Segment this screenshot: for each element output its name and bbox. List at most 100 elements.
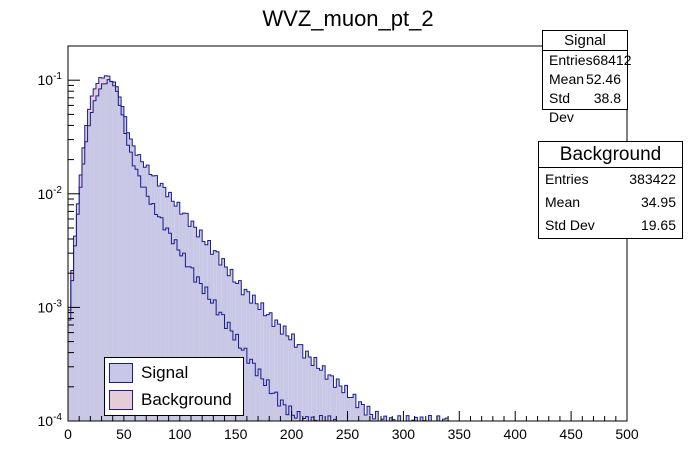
- signal-bar: [316, 368, 320, 421]
- signal-bar: [353, 394, 356, 421]
- signal-bar: [361, 404, 365, 421]
- signal-stats-title: Signal: [543, 31, 627, 51]
- signal-bar: [163, 187, 166, 421]
- signal-bar: [177, 202, 180, 421]
- signal-bar: [347, 397, 351, 421]
- signal-bar: [375, 411, 379, 421]
- signal-bar: [330, 375, 334, 421]
- signal-bar: [188, 226, 191, 421]
- signal-stats-entries: Entries 68412: [543, 51, 632, 70]
- signal-bar: [350, 397, 354, 421]
- signal-bar: [246, 291, 250, 421]
- legend-item-signal: Signal: [109, 362, 188, 384]
- x-tick-label-300: 300: [392, 426, 416, 442]
- signal-bar: [291, 334, 295, 421]
- signal-bar: [367, 406, 370, 421]
- signal-bar: [272, 326, 275, 421]
- x-tick-label-50: 50: [116, 426, 132, 442]
- signal-bar: [135, 155, 138, 422]
- signal-bar: [341, 392, 345, 421]
- entries-value: 68412: [592, 52, 632, 68]
- signal-bar: [140, 161, 144, 422]
- signal-bars: [68, 79, 449, 422]
- signal-bar: [224, 266, 228, 421]
- stddev-value: 38.8: [593, 90, 621, 106]
- x-axis: 0 50 100 150 200 250 300 350 400 450 500: [64, 411, 639, 442]
- signal-bar: [372, 418, 376, 421]
- signal-bar: [266, 314, 270, 421]
- signal-bar: [137, 154, 141, 421]
- signal-bar: [333, 387, 337, 421]
- signal-bar: [81, 163, 85, 421]
- signal-bar: [263, 315, 267, 421]
- entries-label: Entries: [549, 52, 593, 68]
- signal-bar: [132, 145, 136, 421]
- legend-label-signal: Signal: [141, 363, 189, 382]
- y-tick-label: 10-1: [38, 71, 63, 88]
- x-tick-label-150: 150: [224, 426, 248, 442]
- signal-bar: [288, 339, 292, 421]
- legend-item-background: Background: [109, 389, 232, 411]
- entries-value: 383422: [629, 171, 676, 187]
- signal-bar: [95, 95, 99, 422]
- y-tick-label: 10-3: [38, 298, 63, 315]
- signal-bar: [302, 357, 306, 421]
- signal-bar: [325, 379, 328, 421]
- signal-bar: [157, 186, 161, 421]
- x-tick-label-500: 500: [615, 426, 639, 442]
- signal-bar: [165, 196, 169, 421]
- y-axis: 10-4 10-3 10-2 10-1: [38, 45, 80, 429]
- signal-bar: [207, 240, 211, 421]
- signal-bar: [143, 167, 147, 421]
- signal-bar: [364, 415, 368, 421]
- signal-bar: [319, 370, 323, 421]
- signal-bar: [339, 385, 342, 421]
- signal-bar: [151, 175, 155, 421]
- x-tick-label-200: 200: [280, 426, 304, 442]
- signal-bar: [445, 418, 449, 421]
- signal-bar: [221, 258, 225, 421]
- signal-bar: [283, 326, 287, 421]
- signal-bar: [185, 213, 189, 421]
- signal-bar: [174, 206, 177, 421]
- signal-bar: [280, 334, 284, 421]
- signal-bar: [406, 415, 409, 421]
- signal-bar: [73, 245, 77, 421]
- signal-bar: [84, 141, 88, 421]
- signal-bar: [199, 230, 203, 421]
- signal-bar: [121, 106, 124, 421]
- signal-bar: [76, 214, 80, 421]
- signal-bar: [274, 319, 278, 421]
- signal-bar: [193, 227, 197, 421]
- stddev-value: 19.65: [640, 217, 676, 233]
- legend-label-background: Background: [141, 390, 232, 409]
- signal-bar: [213, 250, 217, 421]
- signal-bar: [202, 241, 205, 421]
- signal-bar: [179, 214, 183, 421]
- x-tick-label-100: 100: [168, 426, 192, 442]
- signal-bar: [90, 112, 94, 421]
- signal-bar: [369, 414, 373, 421]
- signal-bar: [210, 254, 214, 421]
- x-tick-label-250: 250: [336, 426, 360, 442]
- background-stats-entries: Entries 383422: [539, 168, 682, 191]
- mean-value: 34.95: [640, 194, 676, 210]
- signal-bar: [68, 320, 71, 421]
- signal-bar: [269, 312, 273, 421]
- signal-bar: [389, 417, 393, 421]
- signal-bar: [146, 165, 150, 421]
- signal-bar: [204, 244, 208, 421]
- signal-bar: [244, 289, 247, 421]
- y-tick-label: 10-2: [38, 185, 63, 202]
- legend-swatch-background: [109, 390, 133, 410]
- signal-bar: [255, 303, 259, 421]
- signal-bar: [227, 275, 231, 421]
- y-tick-label: 10-4: [38, 412, 63, 429]
- signal-bar: [313, 357, 317, 421]
- signal-bar: [218, 264, 222, 421]
- signal-bar: [311, 365, 314, 421]
- signal-bar: [308, 357, 312, 421]
- signal-bar: [420, 417, 423, 421]
- signal-bar: [115, 86, 119, 422]
- background-stats-stddev: Std Dev 19.65: [539, 214, 682, 237]
